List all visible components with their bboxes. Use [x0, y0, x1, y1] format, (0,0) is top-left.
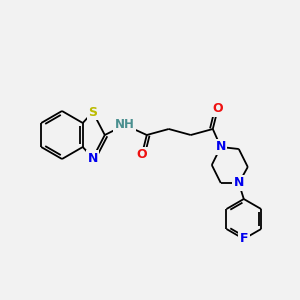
Text: F: F	[239, 232, 248, 245]
Text: N: N	[234, 176, 244, 190]
Text: O: O	[136, 148, 147, 161]
Text: O: O	[212, 103, 223, 116]
Text: NH: NH	[115, 118, 135, 131]
Text: S: S	[88, 106, 97, 118]
Text: N: N	[88, 152, 98, 164]
Text: N: N	[216, 140, 226, 154]
